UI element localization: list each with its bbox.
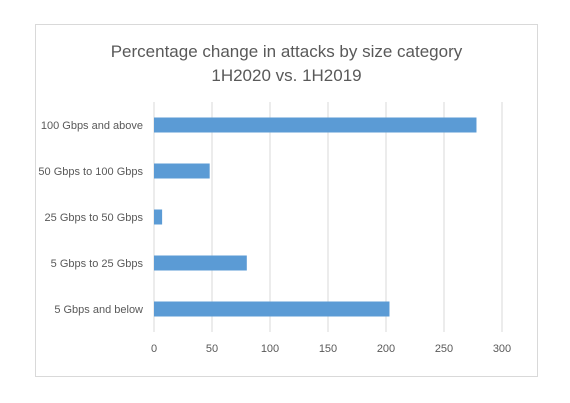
bar — [154, 255, 247, 271]
x-tick-label: 200 — [377, 343, 395, 355]
x-tick-label: 50 — [206, 343, 218, 355]
category-label: 100 Gbps and above — [41, 120, 143, 132]
x-tick-label: 0 — [151, 343, 157, 355]
category-label: 5 Gbps and below — [54, 304, 143, 316]
chart-title-line1: Percentage change in attacks by size cat… — [110, 42, 463, 61]
chart-frame — [35, 24, 538, 377]
x-tick-label: 100 — [261, 343, 279, 355]
chart-title-line2: 1H2020 vs. 1H2019 — [211, 66, 362, 85]
category-label: 5 Gbps to 25 Gbps — [51, 258, 144, 270]
category-label: 50 Gbps to 100 Gbps — [38, 166, 143, 178]
bar — [154, 117, 477, 133]
bar — [154, 163, 210, 179]
chart-title: Percentage change in attacks by size cat… — [35, 40, 538, 88]
bar — [154, 209, 163, 225]
bar — [154, 301, 390, 317]
x-tick-label: 300 — [493, 343, 511, 355]
category-label: 25 Gbps to 50 Gbps — [45, 212, 144, 224]
x-tick-label: 250 — [435, 343, 453, 355]
x-tick-label: 150 — [319, 343, 337, 355]
